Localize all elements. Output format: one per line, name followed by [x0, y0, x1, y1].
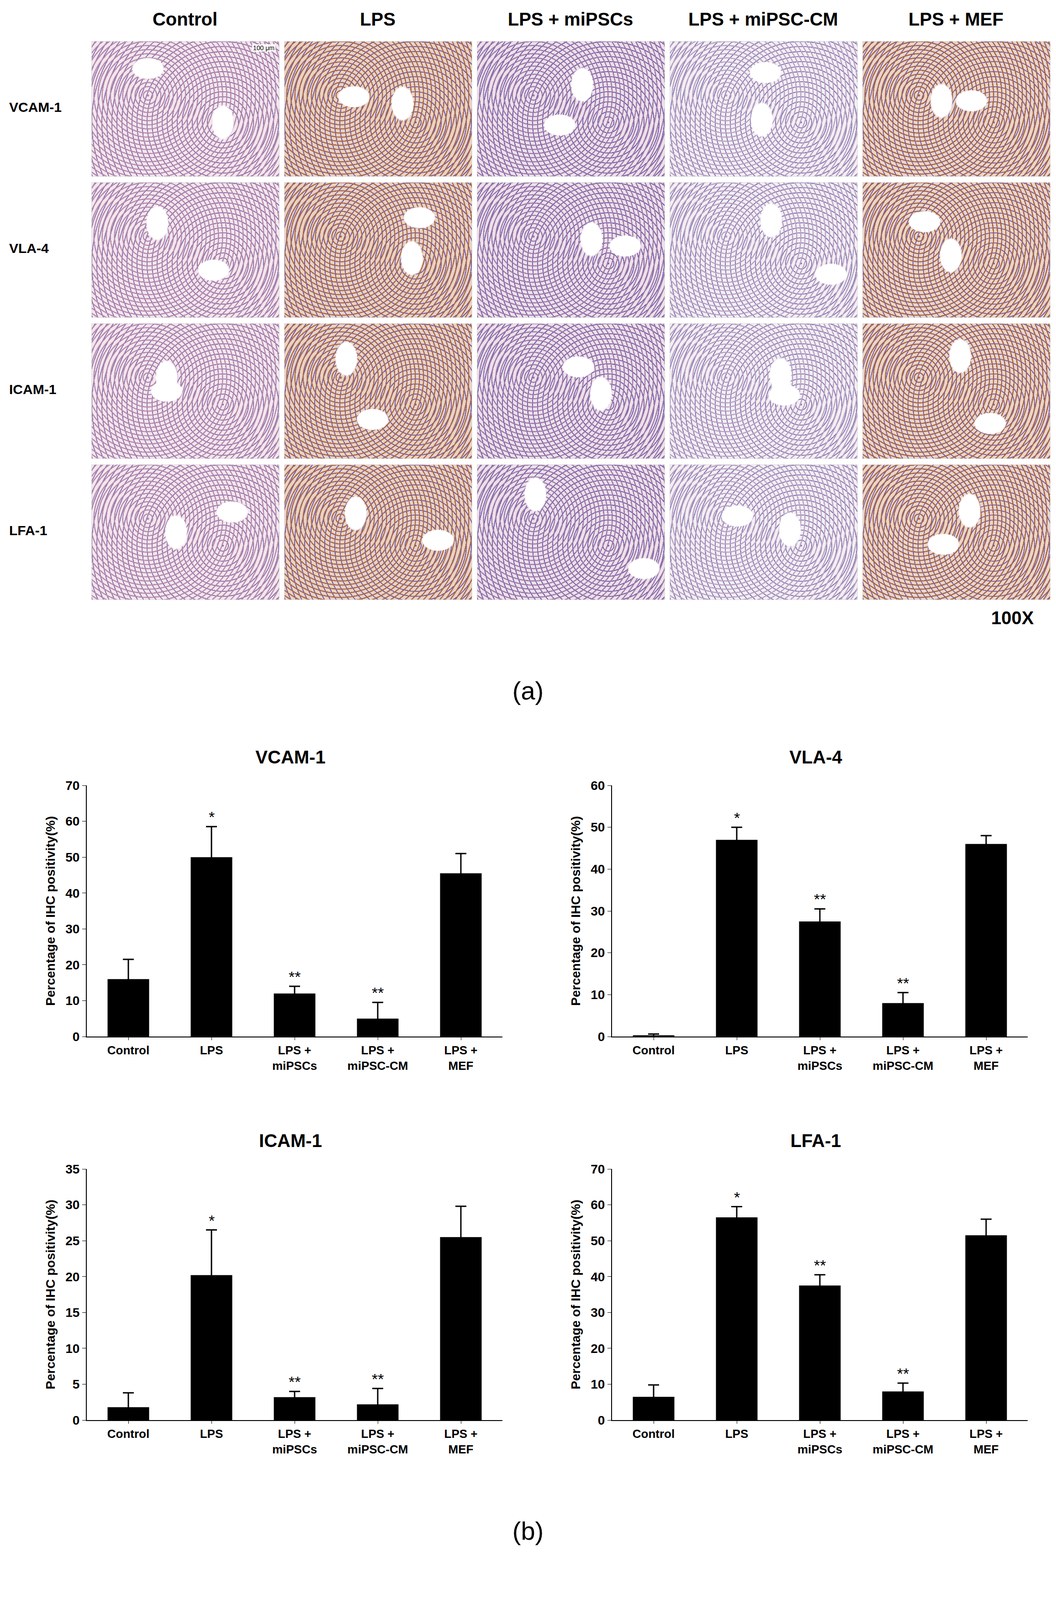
svg-text:LPS +miPSCs: LPS +miPSCs: [797, 1043, 843, 1073]
svg-text:VCAM-1: VCAM-1: [255, 747, 326, 768]
svg-text:**: **: [371, 1370, 384, 1389]
svg-text:30: 30: [65, 922, 80, 937]
svg-text:70: 70: [590, 1162, 605, 1177]
svg-text:*: *: [733, 1188, 740, 1207]
html-text:100 μm: 100 μm: [253, 44, 275, 52]
svg-text:LPS +miPSCs: LPS +miPSCs: [272, 1427, 317, 1457]
svg-text:0: 0: [72, 1413, 80, 1428]
svg-text:15: 15: [65, 1305, 80, 1320]
svg-text:**: **: [897, 1365, 909, 1383]
svg-text:Control: Control: [107, 1043, 150, 1058]
svg-text:Percentage of IHC positivity(%: Percentage of IHC positivity(%): [568, 816, 583, 1006]
svg-text:5: 5: [72, 1377, 80, 1392]
html-text:VLA-4: VLA-4: [9, 240, 49, 256]
html-text:Control: Control: [152, 9, 218, 30]
svg-text:60: 60: [65, 814, 80, 829]
svg-text:LPS +MEF: LPS +MEF: [444, 1427, 478, 1457]
svg-text:**: **: [813, 890, 826, 909]
svg-text:Control: Control: [632, 1427, 675, 1442]
html-text:LPS + MEF: LPS + MEF: [908, 9, 1004, 30]
html-text:LPS: LPS: [359, 9, 396, 30]
svg-text:30: 30: [65, 1198, 80, 1213]
svg-text:LFA-1: LFA-1: [790, 1130, 841, 1152]
svg-text:20: 20: [65, 958, 80, 973]
svg-text:40: 40: [590, 862, 605, 877]
svg-text:0: 0: [597, 1413, 606, 1428]
svg-text:Percentage of IHC positivity(%: Percentage of IHC positivity(%): [43, 1199, 58, 1390]
html-text:LPS + miPSC-CM: LPS + miPSC-CM: [688, 9, 839, 30]
svg-text:LPS +MEF: LPS +MEF: [969, 1043, 1004, 1073]
svg-text:0: 0: [597, 1029, 606, 1045]
svg-text:60: 60: [590, 778, 605, 793]
svg-text:60: 60: [590, 1198, 605, 1213]
svg-text:50: 50: [590, 820, 605, 835]
html-text:LPS + miPSCs: LPS + miPSCs: [507, 9, 634, 30]
html-text:100X: 100X: [991, 607, 1034, 629]
svg-text:LPS: LPS: [725, 1427, 749, 1442]
svg-text:30: 30: [590, 904, 605, 919]
svg-text:30: 30: [590, 1305, 605, 1320]
svg-text:*: *: [733, 809, 740, 827]
svg-text:LPS +miPSC-CM: LPS +miPSC-CM: [347, 1043, 409, 1073]
html-text:(a): (a): [512, 676, 544, 706]
svg-text:Percentage of IHC positivity(%: Percentage of IHC positivity(%): [43, 816, 58, 1006]
svg-text:0: 0: [72, 1029, 80, 1045]
svg-text:**: **: [897, 974, 909, 993]
svg-text:20: 20: [590, 945, 605, 961]
svg-text:*: *: [208, 808, 215, 826]
svg-text:35: 35: [65, 1162, 80, 1177]
svg-text:20: 20: [65, 1270, 80, 1285]
svg-text:LPS +miPSCs: LPS +miPSCs: [797, 1427, 843, 1457]
html-text:LFA-1: LFA-1: [9, 522, 48, 538]
html-text:ICAM-1: ICAM-1: [9, 381, 57, 397]
svg-text:**: **: [813, 1256, 826, 1275]
svg-text:**: **: [288, 1373, 301, 1391]
svg-text:25: 25: [65, 1234, 80, 1249]
svg-text:VLA-4: VLA-4: [789, 747, 843, 768]
svg-text:50: 50: [65, 850, 80, 865]
svg-text:20: 20: [590, 1341, 605, 1357]
svg-text:ICAM-1: ICAM-1: [258, 1130, 323, 1152]
svg-text:10: 10: [590, 987, 605, 1003]
svg-text:LPS +miPSC-CM: LPS +miPSC-CM: [872, 1427, 934, 1457]
svg-text:10: 10: [65, 993, 80, 1009]
svg-text:Control: Control: [632, 1043, 675, 1058]
svg-text:LPS: LPS: [200, 1427, 224, 1442]
html-text:VCAM-1: VCAM-1: [9, 99, 62, 115]
svg-text:70: 70: [65, 778, 80, 793]
svg-text:*: *: [208, 1212, 215, 1230]
svg-text:LPS: LPS: [725, 1043, 749, 1058]
html-text:(b): (b): [512, 1516, 544, 1546]
svg-text:Control: Control: [107, 1427, 150, 1442]
svg-text:LPS +miPSC-CM: LPS +miPSC-CM: [347, 1427, 409, 1457]
svg-text:10: 10: [590, 1377, 605, 1392]
svg-text:40: 40: [65, 886, 80, 901]
svg-text:50: 50: [590, 1234, 605, 1249]
svg-text:LPS +miPSC-CM: LPS +miPSC-CM: [872, 1043, 934, 1073]
svg-text:40: 40: [590, 1270, 605, 1285]
svg-text:LPS: LPS: [200, 1043, 224, 1058]
svg-text:Percentage of IHC positivity(%: Percentage of IHC positivity(%): [568, 1199, 583, 1390]
svg-text:**: **: [371, 984, 384, 1002]
svg-text:10: 10: [65, 1341, 80, 1357]
svg-text:LPS +miPSCs: LPS +miPSCs: [272, 1043, 317, 1073]
svg-text:LPS +MEF: LPS +MEF: [969, 1427, 1004, 1457]
svg-text:**: **: [288, 968, 301, 986]
svg-text:LPS +MEF: LPS +MEF: [444, 1043, 478, 1073]
